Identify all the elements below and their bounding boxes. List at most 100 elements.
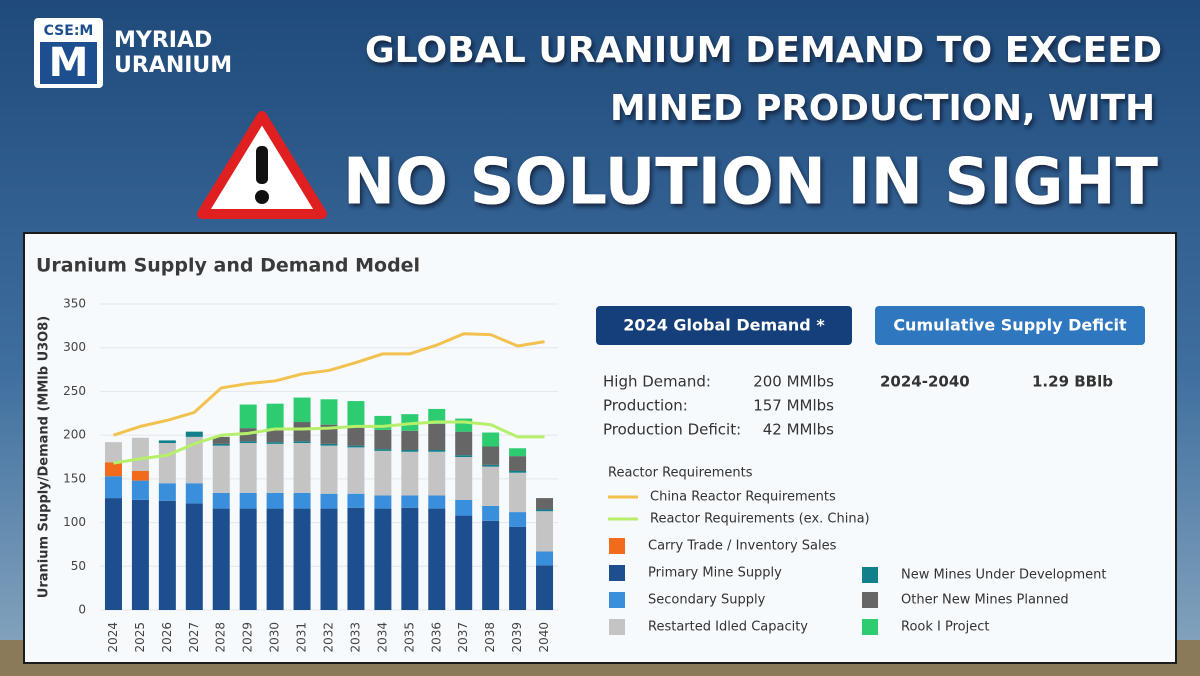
bar-segment: [509, 526, 527, 610]
bar-segment: [428, 423, 446, 451]
bar-segment: [374, 495, 392, 509]
headline: GLOBAL URANIUM DEMAND TO EXCEED: [365, 30, 1162, 71]
x-tick-label: 2024: [106, 622, 120, 653]
bar-segment: [185, 436, 203, 484]
bar-segment: [536, 551, 554, 566]
x-tick-label: 2028: [214, 622, 228, 653]
y-tick-label: 350: [63, 297, 86, 311]
bar-segment: [212, 508, 230, 610]
legend-label: Restarted Idled Capacity: [648, 620, 808, 635]
bar-segment: [455, 418, 473, 432]
x-tick-label: 2035: [402, 622, 416, 653]
x-tick-label: 2034: [375, 622, 389, 653]
bar-segment: [509, 512, 527, 527]
x-tick-label: 2025: [133, 622, 147, 653]
deficit-title: Cumulative Supply Deficit: [893, 316, 1127, 335]
y-tick-label: 100: [63, 515, 86, 529]
bar-segment: [374, 508, 392, 610]
legend-label: China Reactor Requirements: [650, 490, 836, 505]
stat-label: Production:: [603, 397, 688, 415]
bar-segment: [536, 509, 554, 512]
y-tick-label: 300: [63, 340, 86, 354]
company-name: URANIUM: [114, 53, 232, 78]
bar-segment: [266, 403, 284, 430]
bar-segment: [482, 466, 500, 506]
bar-segment: [266, 442, 284, 444]
bar-segment: [158, 443, 176, 484]
legend-label: Primary Mine Supply: [648, 566, 782, 581]
bar-segment: [455, 457, 473, 500]
bar-segment: [131, 437, 149, 471]
bar-segment: [401, 430, 419, 451]
bar-segment: [158, 440, 176, 444]
deficit-value: 1.29 BBlb: [1032, 373, 1113, 391]
x-tick-label: 2033: [348, 622, 362, 653]
y-tick-label: 200: [63, 428, 86, 442]
bar-segment: [104, 442, 122, 463]
y-axis-label: Uranium Supply/Demand (MMlb U3O8): [37, 316, 52, 598]
stat-label: Production Deficit:: [603, 421, 741, 439]
bar-segment: [401, 450, 419, 452]
demand-title: 2024 Global Demand *: [623, 316, 825, 335]
bar-segment: [455, 431, 473, 456]
bar-segment: [536, 565, 554, 610]
x-tick-label: 2032: [322, 622, 336, 653]
bar-segment: [482, 520, 500, 610]
bar-segment: [293, 508, 311, 610]
bar-segment: [212, 443, 230, 446]
x-tick-label: 2039: [510, 622, 524, 653]
legend-swatch: [609, 592, 625, 608]
bar-segment: [509, 472, 527, 513]
legend-swatch: [862, 619, 878, 635]
bar-segment: [401, 495, 419, 508]
bar-segment: [428, 451, 446, 496]
legend-swatch: [609, 538, 625, 554]
bar-segment: [131, 470, 149, 481]
bar-segment: [482, 464, 500, 467]
stat-value: 42 MMlbs: [763, 421, 834, 439]
bar-segment: [158, 483, 176, 501]
bar-segment: [185, 483, 203, 504]
chart-title: Uranium Supply and Demand Model: [36, 255, 420, 277]
deficit-period: 2024-2040: [880, 373, 970, 391]
legend-swatch: [609, 565, 625, 581]
demand-line: [113, 332, 545, 437]
bar-segment: [239, 508, 257, 610]
x-tick-label: 2040: [537, 622, 551, 653]
bar-segment: [158, 500, 176, 610]
bar-segment: [131, 480, 149, 500]
bar-segment: [455, 455, 473, 457]
x-tick-label: 2030: [268, 622, 282, 653]
bar-segment: [239, 443, 257, 493]
bar-segment: [212, 445, 230, 493]
bar-segment: [428, 408, 446, 424]
bar-segment: [185, 503, 203, 610]
bar-segment: [401, 451, 419, 496]
legend-label: New Mines Under Development: [901, 568, 1106, 583]
bar-segment: [374, 429, 392, 450]
bar-segment: [428, 495, 446, 509]
bar-segment: [428, 508, 446, 610]
bar-segment: [239, 492, 257, 509]
stat-value: 200 MMlbs: [753, 373, 834, 391]
x-tick-label: 2037: [456, 622, 470, 653]
bar-segment: [374, 450, 392, 496]
bar-segment: [482, 446, 500, 465]
bar-segment: [455, 499, 473, 516]
bar-segment: [320, 399, 338, 425]
bar-segment: [293, 492, 311, 509]
bar-segment: [455, 515, 473, 610]
bar-segment: [482, 432, 500, 447]
bar-segment: [536, 498, 554, 510]
demand-box: [596, 306, 852, 345]
bar-segment: [266, 492, 284, 509]
bar-segment: [347, 401, 365, 428]
bar-segment: [428, 450, 446, 452]
legend-label: Other New Mines Planned: [901, 593, 1069, 608]
bar-segment: [509, 456, 527, 471]
bar-segment: [131, 499, 149, 610]
y-tick-label: 250: [63, 384, 86, 398]
legend-label: Carry Trade / Inventory Sales: [648, 539, 837, 554]
logo-panel: [40, 42, 97, 84]
